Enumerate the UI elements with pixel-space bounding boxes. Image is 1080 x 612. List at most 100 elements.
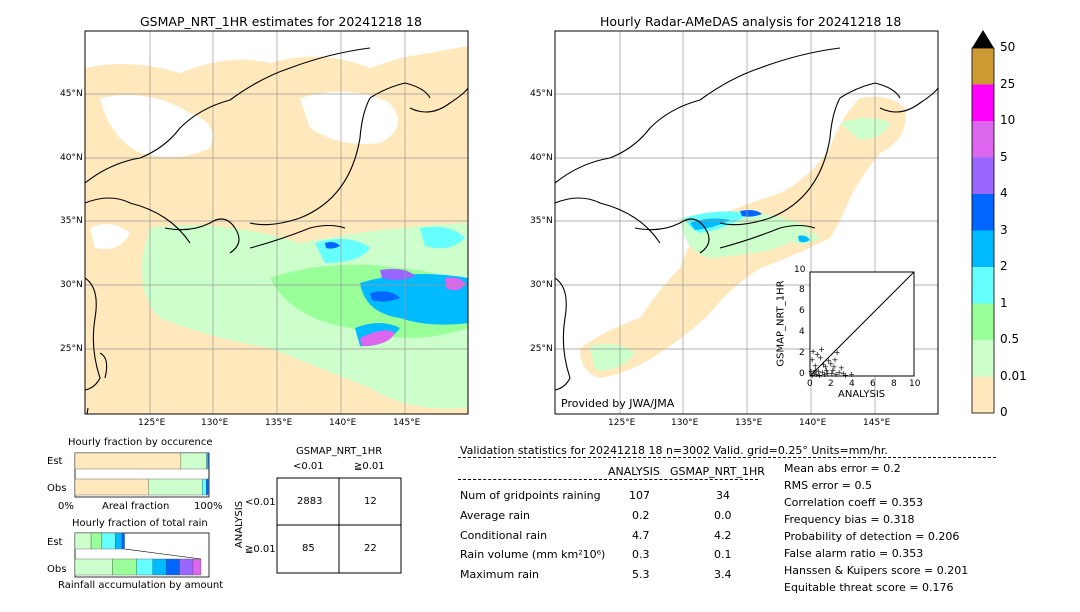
bar-segment bbox=[74, 558, 113, 576]
scatter-inset: +++++++++++++++++ +++++ +++ +++++ ++ bbox=[808, 271, 915, 380]
bar-segment bbox=[90, 532, 103, 550]
colorbar-cell bbox=[972, 340, 994, 377]
validation-score: False alarm ratio = 0.353 bbox=[784, 547, 924, 560]
colorbar-cell bbox=[972, 303, 994, 341]
scatter-xtick: 10 bbox=[909, 379, 921, 389]
right-lon-label: 135°E bbox=[735, 418, 763, 428]
validation-col-gsmap: GSMAP_NRT_1HR bbox=[670, 465, 765, 478]
left-lon-label: 130°E bbox=[201, 418, 229, 428]
scatter-point: + bbox=[808, 367, 815, 376]
scatter-xtick: 2 bbox=[828, 379, 834, 389]
scatter-ytick: 2 bbox=[799, 348, 805, 358]
colorbar-label: 3 bbox=[1000, 222, 1008, 237]
colorbar-label: 10 bbox=[1000, 113, 1016, 127]
colorbar-arrow bbox=[972, 30, 994, 48]
validation-row-gsmap: 4.2 bbox=[714, 529, 732, 542]
colorbar-cell bbox=[972, 267, 994, 304]
validation-row-gsmap: 34 bbox=[716, 489, 730, 502]
scatter-point: + bbox=[822, 363, 829, 372]
right-lon-label: 130°E bbox=[671, 418, 699, 428]
scatter-point: + bbox=[820, 361, 827, 370]
left-lon-label: 125°E bbox=[138, 418, 166, 428]
validation-row-label: Maximum rain bbox=[460, 568, 539, 581]
contingency-title: GSMAP_NRT_1HR bbox=[296, 446, 383, 457]
contingency-cell: 85 bbox=[302, 543, 315, 554]
scatter-point: + bbox=[816, 371, 823, 380]
scatter-point: + bbox=[817, 353, 824, 362]
accumulation-title: Hourly fraction of total rain bbox=[72, 518, 208, 529]
scatter-point: + bbox=[813, 370, 820, 379]
validation-row-label: Conditional rain bbox=[460, 529, 548, 542]
colorbar-label: 25 bbox=[1000, 76, 1016, 91]
validation-score: Probability of detection = 0.206 bbox=[784, 530, 960, 543]
scatter-point: + bbox=[812, 362, 819, 371]
right-lat-label: 25°N bbox=[530, 344, 553, 354]
scatter-xtick: 4 bbox=[849, 379, 855, 389]
left-lat-label: 25°N bbox=[60, 344, 83, 354]
colorbar-cell bbox=[972, 230, 994, 268]
occurrence-axis-right: 100% bbox=[194, 501, 223, 512]
bar-segment bbox=[202, 478, 207, 496]
contingency-row-label: <0.01 bbox=[245, 497, 276, 508]
scatter-point: + bbox=[840, 369, 847, 378]
scatter-point: + bbox=[834, 348, 841, 357]
validation-row-label: Average rain bbox=[460, 509, 530, 522]
scatter-point: + bbox=[833, 370, 840, 379]
scatter-ylabel: GSMAP_NRT_1HR bbox=[775, 280, 787, 367]
colorbar-label: 1 bbox=[1000, 295, 1008, 310]
contingency-cell: 12 bbox=[364, 496, 377, 507]
validation-row-label: Rain volume (mm km²10⁶) bbox=[460, 548, 606, 561]
bar-segment bbox=[121, 532, 125, 550]
validation-row-gsmap: 3.4 bbox=[714, 568, 732, 581]
scatter-point: + bbox=[823, 366, 830, 375]
colorbar-label: 0.5 bbox=[1000, 332, 1020, 346]
scatter-point: + bbox=[848, 370, 855, 379]
right-map bbox=[554, 30, 939, 415]
occurrence-row-obs: Obs bbox=[47, 483, 67, 494]
scatter-point: + bbox=[812, 366, 819, 375]
scatter-ytick: 10 bbox=[794, 265, 806, 275]
left-map-title: GSMAP_NRT_1HR estimates for 20241218 18 bbox=[140, 14, 422, 29]
scatter-xtick: 0 bbox=[807, 379, 813, 389]
validation-score: Equitable threat score = 0.176 bbox=[784, 581, 954, 594]
right-lon-label: 125°E bbox=[608, 418, 636, 428]
scatter-point: + bbox=[836, 368, 843, 377]
colorbar-cell bbox=[972, 48, 994, 85]
bar-segment bbox=[192, 558, 202, 576]
validation-row-label: Num of gridpoints raining bbox=[460, 489, 601, 502]
accumulation-row-est: Est bbox=[47, 537, 63, 548]
scatter-diagonal bbox=[809, 271, 915, 377]
validation-row-analysis: 0.3 bbox=[632, 548, 650, 561]
scatter-point: + bbox=[810, 347, 817, 356]
credit-label: Provided by JWA/JMA bbox=[561, 397, 675, 410]
left-lat-label: 35°N bbox=[60, 216, 83, 226]
contingency-col-label: <0.01 bbox=[293, 461, 324, 472]
scatter-point: + bbox=[825, 356, 832, 365]
scatter-point: + bbox=[824, 369, 831, 378]
bar-segment bbox=[207, 452, 210, 470]
contingency-row-axis: ANALYSIS bbox=[234, 500, 246, 549]
validation-score: Mean abs error = 0.2 bbox=[784, 462, 901, 475]
accumulation-connector bbox=[124, 548, 201, 560]
scatter-point: + bbox=[842, 371, 849, 380]
scatter-point: + bbox=[818, 345, 825, 354]
scatter-point: + bbox=[819, 368, 826, 377]
validation-header-divider bbox=[458, 457, 996, 458]
accumulation-row-obs: Obs bbox=[47, 564, 67, 575]
bar-segment bbox=[74, 452, 182, 470]
validation-col-analysis: ANALYSIS bbox=[608, 465, 660, 478]
contingency-cell: 2883 bbox=[297, 496, 323, 507]
left-lon-label: 140°E bbox=[329, 418, 357, 428]
occurrence-row-est: Est bbox=[47, 456, 63, 467]
contingency-cell: 22 bbox=[364, 543, 377, 554]
colorbar-label: 2 bbox=[1000, 259, 1008, 273]
left-lon-label: 145°E bbox=[393, 418, 421, 428]
right-lon-label: 145°E bbox=[863, 418, 891, 428]
scatter-ytick: 0 bbox=[799, 369, 805, 379]
scatter-point: + bbox=[831, 363, 838, 372]
occurrence-axis-left: 0% bbox=[58, 501, 74, 512]
validation-score: Hanssen & Kuipers score = 0.201 bbox=[784, 564, 969, 577]
right-lat-label: 45°N bbox=[530, 89, 553, 99]
colorbar-label: 4 bbox=[1000, 186, 1008, 200]
bar-segment bbox=[179, 558, 194, 576]
